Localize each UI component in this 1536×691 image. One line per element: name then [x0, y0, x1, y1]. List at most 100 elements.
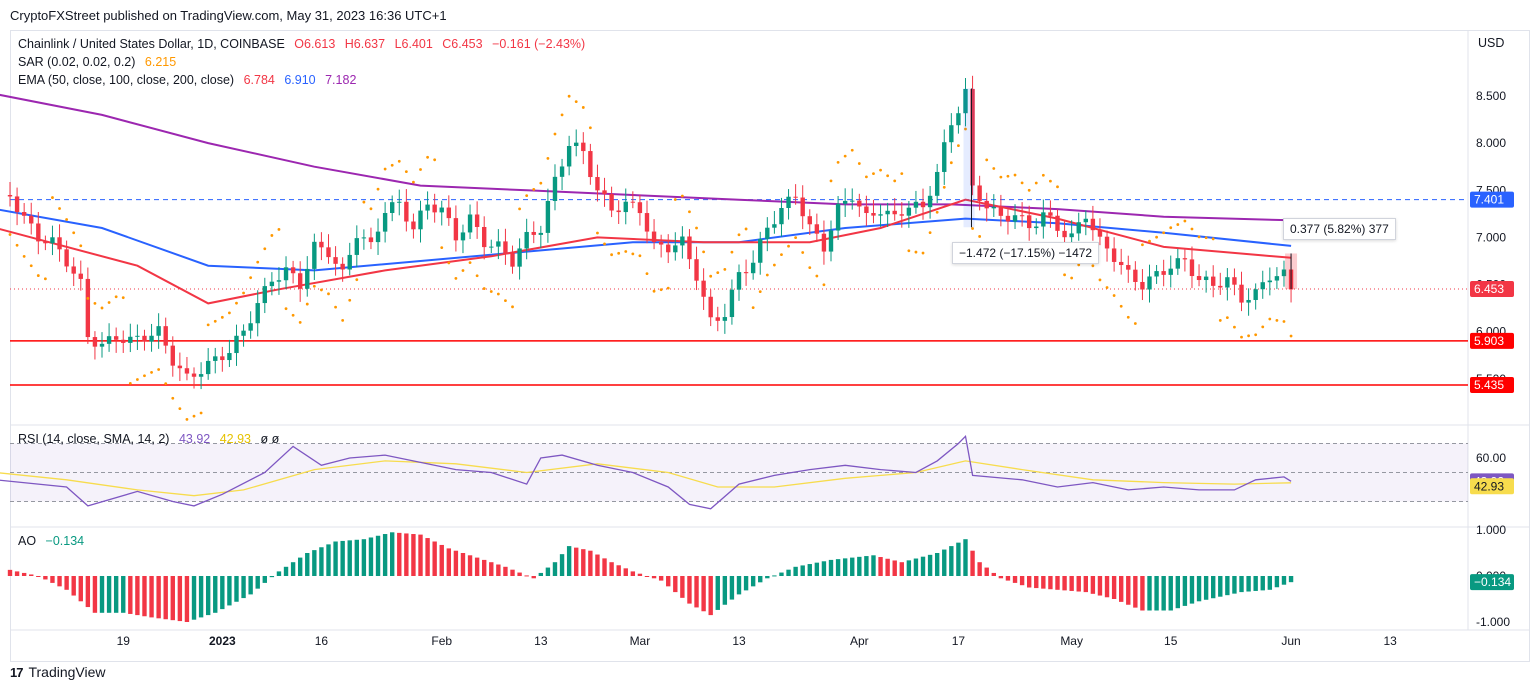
sar-dot — [369, 207, 373, 211]
sar-dot — [355, 278, 359, 282]
ao-bar — [142, 576, 147, 617]
legend-symbol-row: Chainlink / United States Dollar, 1D, CO… — [18, 37, 591, 51]
rsi-tick-label: 60.00 — [1476, 451, 1506, 465]
candle-body — [1055, 215, 1060, 231]
ao-bar — [715, 576, 720, 610]
candle-body — [333, 257, 338, 264]
candle-body — [743, 272, 749, 274]
candle-body — [1232, 277, 1237, 285]
candle-body — [658, 242, 664, 245]
sar-dot — [220, 315, 224, 319]
candle-body — [892, 210, 897, 215]
candle-body — [1104, 236, 1110, 249]
candle-body — [269, 281, 275, 287]
candle-body — [595, 177, 600, 191]
sar-dot — [334, 305, 337, 309]
sar-dot — [1070, 276, 1074, 280]
ao-bar — [156, 576, 161, 619]
ao-bar — [1090, 576, 1096, 594]
sar-dot — [114, 295, 118, 299]
ao-bar — [835, 559, 841, 576]
candle-body — [701, 280, 706, 297]
candle-body — [545, 200, 551, 233]
legend-ema100: 6.910 — [284, 73, 316, 87]
sar-dot — [716, 271, 720, 275]
ao-bar — [255, 576, 260, 589]
ao-bar — [1274, 576, 1280, 588]
candle-body — [687, 236, 692, 260]
sar-dot — [178, 407, 182, 411]
measure-up-label: 0.377 (5.82%) 377 — [1283, 218, 1396, 240]
sar-dot — [872, 172, 875, 176]
sar-dot — [327, 292, 330, 296]
candle-body — [1126, 265, 1131, 270]
candle-body — [99, 343, 105, 347]
sar-dot — [928, 231, 932, 235]
tag-7401: 7.401 — [1474, 193, 1504, 207]
candle-body — [375, 231, 381, 243]
sar-dot — [1155, 235, 1158, 239]
candle-body — [1048, 212, 1053, 216]
ao-bar — [651, 576, 657, 579]
sar-dot — [171, 396, 175, 400]
ema200-line — [0, 93, 1292, 222]
candle-body — [220, 356, 225, 361]
ao-bar — [297, 557, 303, 576]
sar-dot — [1204, 236, 1208, 240]
candle-body — [913, 201, 919, 208]
sar-dot — [390, 163, 394, 167]
candle-body — [57, 237, 62, 250]
time-tick-label: 19 — [117, 634, 131, 648]
sar-dot — [150, 371, 153, 374]
ao-bar — [1083, 576, 1088, 593]
sar-dot — [610, 253, 614, 257]
sar-dot — [256, 260, 260, 264]
sar-dot — [560, 113, 564, 117]
candle-body — [637, 202, 643, 214]
ao-bar — [927, 554, 933, 576]
ao-bar — [220, 576, 225, 610]
sar-dot — [1148, 239, 1151, 243]
candle-body — [297, 273, 303, 289]
ao-bar — [828, 559, 834, 576]
candle-body — [927, 195, 933, 208]
ao-bar — [418, 534, 423, 576]
legend-ao-value: −0.134 — [45, 534, 85, 548]
candle-body — [1026, 215, 1032, 229]
sar-dot — [1077, 263, 1081, 267]
sar-dot — [135, 378, 139, 381]
candle-body — [1260, 282, 1265, 290]
candle-body — [135, 335, 140, 337]
candle-body — [340, 263, 345, 270]
ao-bar — [793, 566, 798, 576]
sar-dot — [128, 381, 132, 385]
sar-dot — [185, 417, 189, 421]
ao-bar — [673, 576, 678, 593]
ao-bar — [92, 576, 98, 613]
candle-body — [213, 356, 218, 361]
ao-bar — [78, 576, 83, 602]
tag-ao: −0.134 — [1474, 575, 1511, 589]
candle-body — [1133, 269, 1138, 282]
sar-dot — [1240, 335, 1243, 339]
ao-bar — [977, 562, 982, 576]
sar-dot — [588, 126, 592, 130]
candle-body — [984, 200, 989, 209]
ao-bar — [1211, 576, 1216, 599]
sar-dot — [1247, 334, 1250, 338]
sar-dot — [1112, 294, 1116, 297]
ao-bar — [496, 564, 501, 576]
ao-bar — [1069, 576, 1074, 591]
ao-bar — [460, 553, 466, 576]
candle-body — [503, 241, 508, 254]
ao-bar — [644, 576, 650, 577]
ao-bar — [630, 571, 636, 576]
ao-bar — [942, 549, 947, 576]
ao-bar — [404, 533, 409, 576]
ao-bar — [248, 576, 253, 595]
sar-dot — [758, 290, 762, 294]
candle-body — [807, 216, 812, 225]
sar-dot — [532, 187, 536, 191]
candle-body — [305, 268, 310, 289]
